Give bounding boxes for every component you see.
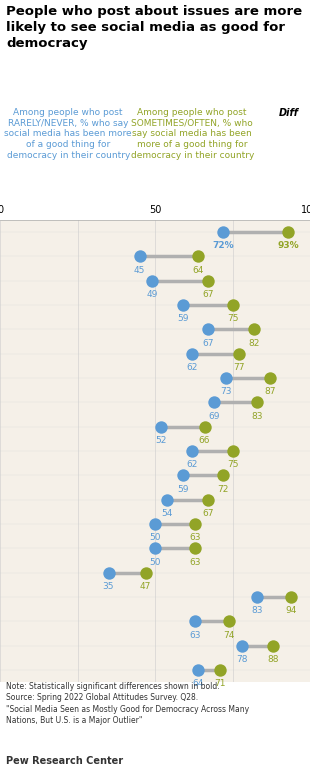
Text: Note: Statistically significant differences shown in bold.
Source: Spring 2022 G: Note: Statistically significant differen…	[6, 682, 249, 725]
Text: 72%: 72%	[212, 241, 234, 250]
Text: Among people who post
RARELY/NEVER, % who say
social media has been more
of a go: Among people who post RARELY/NEVER, % wh…	[4, 108, 132, 160]
Point	[202, 420, 207, 433]
Text: 35: 35	[103, 582, 114, 591]
Text: 45: 45	[134, 265, 145, 274]
Text: 94: 94	[286, 606, 297, 615]
Point	[153, 518, 157, 530]
Point	[190, 445, 195, 457]
Point	[255, 396, 260, 409]
Text: 83: 83	[251, 606, 263, 615]
Text: 72: 72	[218, 485, 229, 493]
Text: 77: 77	[233, 363, 245, 372]
Text: 67: 67	[202, 509, 214, 518]
Text: People who post about issues are more
likely to see social media as good for
dem: People who post about issues are more li…	[6, 5, 302, 50]
Point	[286, 226, 291, 238]
Text: 88: 88	[267, 655, 279, 664]
Text: 59: 59	[177, 315, 189, 323]
Point	[190, 348, 195, 360]
Text: 67: 67	[202, 290, 214, 299]
Point	[230, 299, 235, 311]
Text: 69: 69	[208, 412, 220, 421]
Text: 50: 50	[149, 557, 161, 567]
Text: Among people who post
SOMETIMES/OFTEN, % who
say social media has been
more of a: Among people who post SOMETIMES/OFTEN, %…	[131, 108, 254, 160]
Point	[255, 591, 260, 603]
Text: 75: 75	[227, 460, 238, 470]
Point	[149, 274, 154, 287]
Point	[193, 615, 198, 628]
Point	[239, 640, 244, 652]
Text: 64: 64	[193, 265, 204, 274]
Point	[193, 542, 198, 554]
Text: 63: 63	[189, 557, 201, 567]
Text: 63: 63	[189, 534, 201, 542]
Point	[211, 396, 216, 409]
Point	[289, 591, 294, 603]
Text: 64: 64	[193, 679, 204, 689]
Text: 50: 50	[149, 534, 161, 542]
Point	[196, 664, 201, 676]
Text: 71: 71	[214, 679, 226, 689]
Point	[267, 372, 272, 384]
Text: 62: 62	[187, 460, 198, 470]
Point	[153, 542, 157, 554]
Text: 67: 67	[202, 338, 214, 348]
Text: 62: 62	[187, 363, 198, 372]
Point	[230, 445, 235, 457]
Text: 82: 82	[249, 338, 260, 348]
Text: 63: 63	[189, 631, 201, 640]
Point	[227, 615, 232, 628]
Point	[236, 348, 241, 360]
Text: 74: 74	[224, 631, 235, 640]
Text: 47: 47	[140, 582, 151, 591]
Text: 93%: 93%	[277, 241, 299, 250]
Point	[193, 518, 198, 530]
Point	[205, 274, 210, 287]
Point	[106, 567, 111, 579]
Point	[221, 470, 226, 482]
Point	[205, 323, 210, 335]
Point	[270, 640, 275, 652]
Text: 66: 66	[199, 436, 210, 445]
Point	[221, 226, 226, 238]
Text: 87: 87	[264, 387, 276, 396]
Point	[143, 567, 148, 579]
Point	[159, 420, 164, 433]
Text: Diff: Diff	[278, 108, 298, 118]
Text: 52: 52	[156, 436, 167, 445]
Point	[196, 250, 201, 262]
Point	[224, 372, 229, 384]
Text: 49: 49	[146, 290, 157, 299]
Text: 59: 59	[177, 485, 189, 493]
Point	[165, 493, 170, 506]
Point	[180, 470, 185, 482]
Text: 78: 78	[236, 655, 248, 664]
Point	[180, 299, 185, 311]
Text: 83: 83	[251, 412, 263, 421]
Text: Pew Research Center: Pew Research Center	[6, 756, 123, 766]
Point	[218, 664, 223, 676]
Point	[252, 323, 257, 335]
Text: 75: 75	[227, 315, 238, 323]
Point	[137, 250, 142, 262]
Point	[205, 493, 210, 506]
Text: 73: 73	[220, 387, 232, 396]
Text: 54: 54	[162, 509, 173, 518]
